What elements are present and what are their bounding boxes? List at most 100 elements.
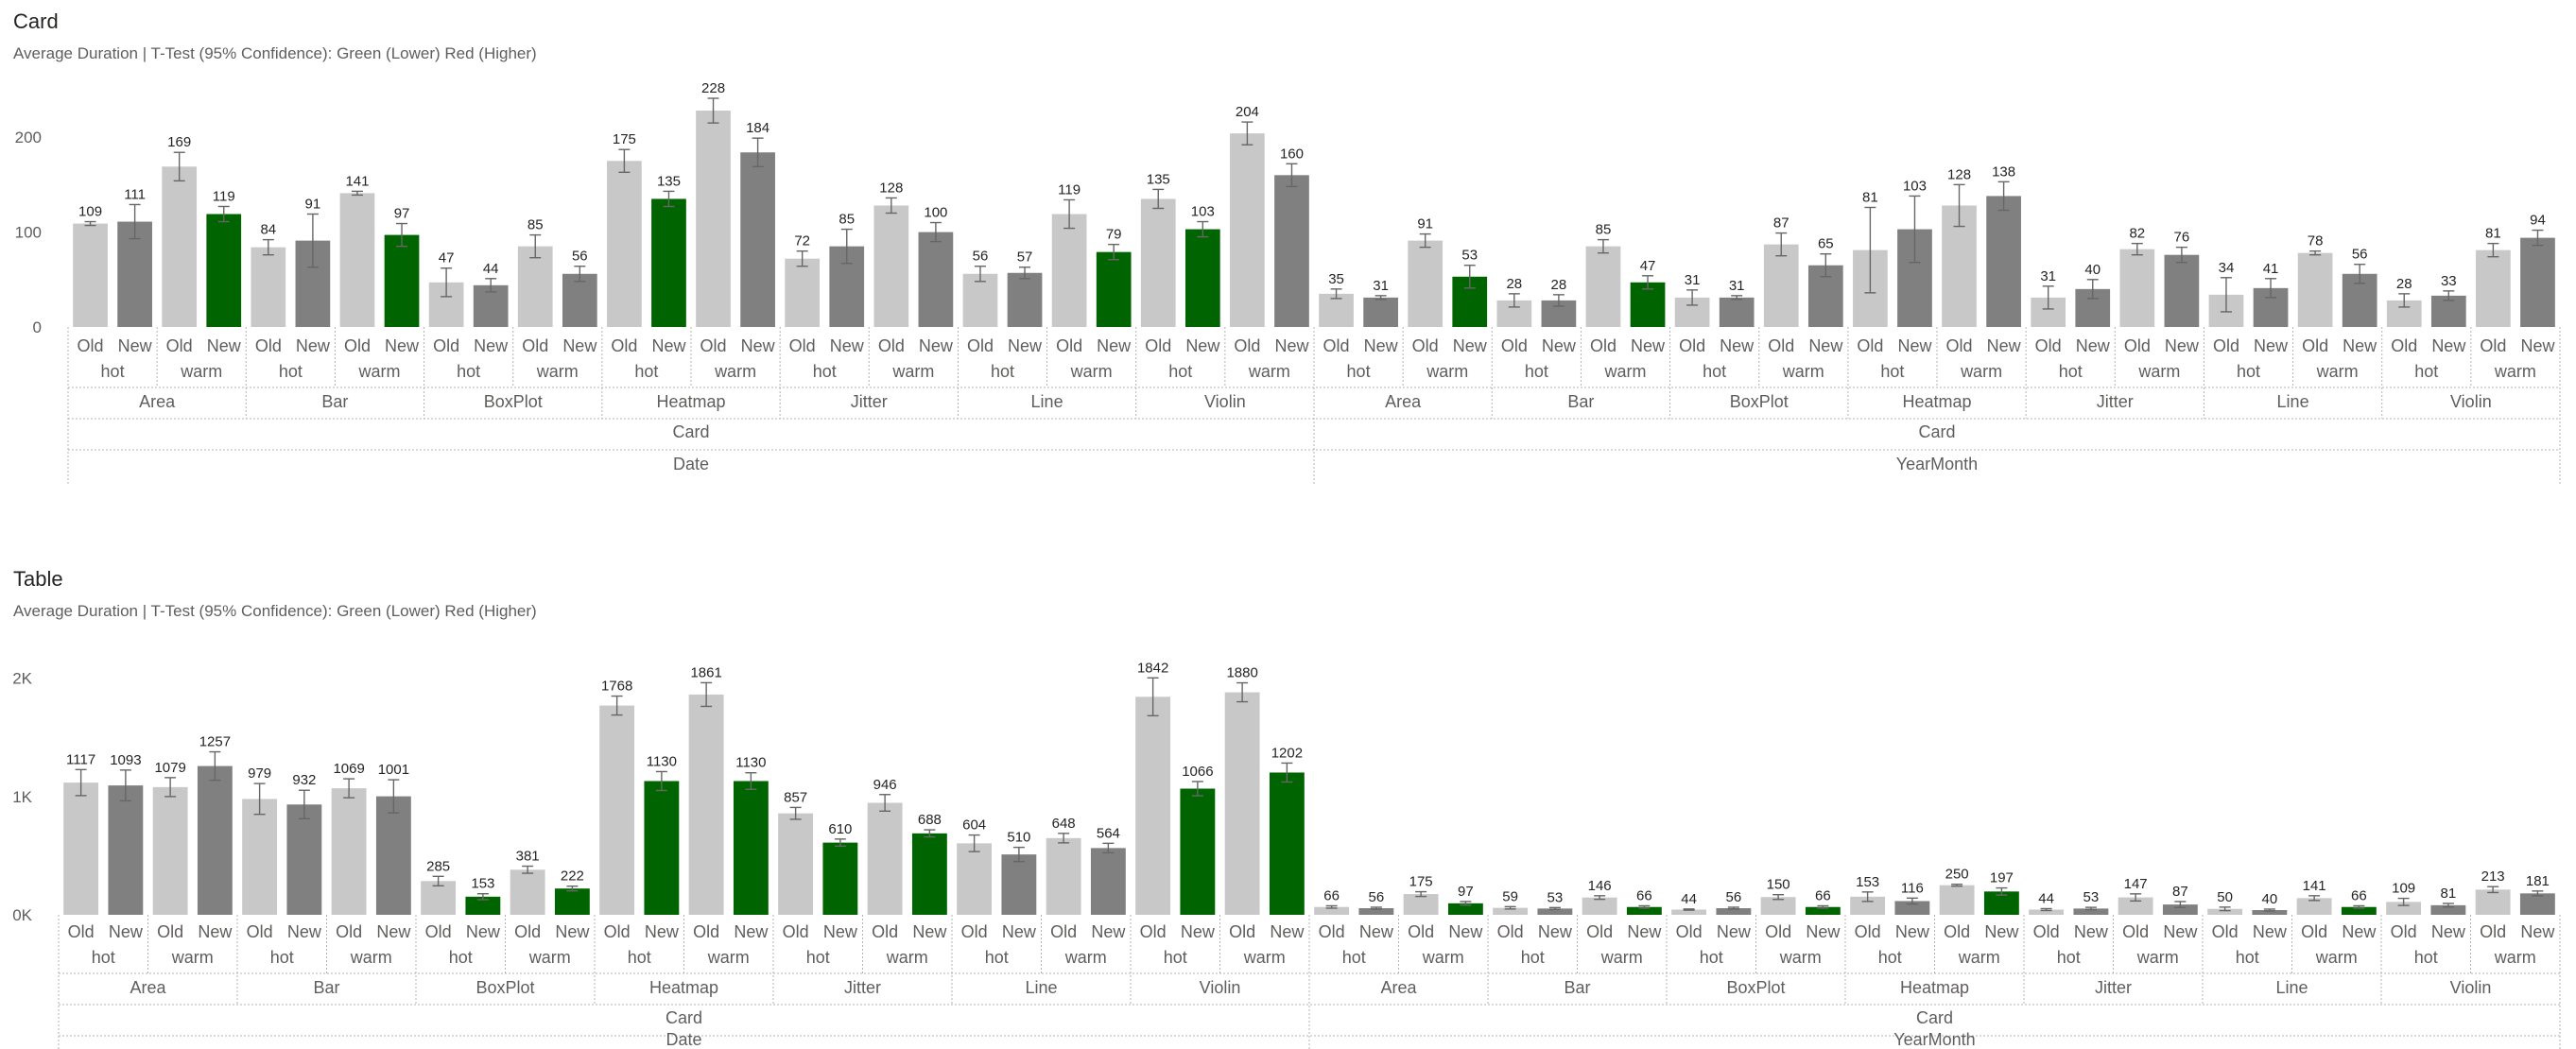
chart-type-label: Area <box>1380 978 1417 997</box>
group-label: Date <box>666 1030 701 1049</box>
pair-label: Old <box>1056 336 1082 355</box>
pair-label: Old <box>1944 922 1970 941</box>
bar <box>1763 244 1799 327</box>
data-label: 146 <box>1588 878 1612 894</box>
data-label: 1842 <box>1137 660 1168 676</box>
pair-label: Old <box>2480 336 2506 355</box>
pair-label: Old <box>425 922 452 941</box>
pair-label: New <box>287 922 322 941</box>
temp-label: warm <box>891 362 934 381</box>
bar <box>1184 229 1220 327</box>
bar <box>1090 848 1126 915</box>
bar <box>962 273 998 327</box>
pair-label: Old <box>700 336 727 355</box>
pair-label: Old <box>1050 922 1077 941</box>
pair-label: New <box>1987 336 2022 355</box>
bar <box>2297 252 2333 327</box>
temp-label: hot <box>1525 362 1548 381</box>
group-label: YearMonth <box>1893 1030 1975 1049</box>
bar <box>2207 908 2243 915</box>
bar <box>331 788 367 915</box>
data-label: 56 <box>2352 247 2368 263</box>
data-label: 160 <box>1280 146 1304 162</box>
pair-label: Old <box>2480 922 2506 941</box>
bar <box>2341 906 2377 915</box>
bar <box>1671 909 1707 915</box>
data-label: 76 <box>2174 230 2190 246</box>
bar <box>2252 909 2288 915</box>
pair-label: Old <box>967 336 994 355</box>
pair-label: New <box>2342 922 2377 941</box>
bar <box>1939 885 1975 915</box>
pair-label: New <box>1542 336 1577 355</box>
bar <box>2520 237 2555 327</box>
bar <box>1986 196 2021 327</box>
data-label: 135 <box>1147 171 1170 187</box>
pair-label: New <box>1185 336 1220 355</box>
pair-label: New <box>1984 922 2019 941</box>
bar <box>510 869 545 915</box>
chart-type-label: Heatmap <box>1900 978 1969 997</box>
temp-label: warm <box>2494 948 2536 967</box>
chart-type-label: Area <box>1385 392 1422 411</box>
pair-label: Old <box>1501 336 1528 355</box>
data-label: 78 <box>2308 233 2324 249</box>
data-label: 103 <box>1191 204 1215 220</box>
temp-label: hot <box>457 362 480 381</box>
pair-label: New <box>2074 922 2109 941</box>
data-label: 141 <box>2303 878 2326 894</box>
pair-label: New <box>474 336 509 355</box>
y-tick-label: 1K <box>12 788 32 806</box>
chart-type-label: Jitter <box>844 978 881 997</box>
pair-label: New <box>734 922 769 941</box>
bar <box>1408 240 1444 327</box>
data-label: 53 <box>1547 889 1564 905</box>
data-label: 564 <box>1097 825 1120 841</box>
data-label: 66 <box>1636 887 1652 903</box>
pair-label: New <box>1627 922 1662 941</box>
temp-label: hot <box>1700 948 1723 967</box>
bar <box>562 273 597 327</box>
bar <box>1135 696 1171 915</box>
bar <box>1096 251 1132 327</box>
data-label: 84 <box>260 222 276 238</box>
chart-type-label: Line <box>1025 978 1057 997</box>
data-label: 31 <box>2040 268 2056 284</box>
data-label: 381 <box>516 849 540 865</box>
chart-type-label: BoxPlot <box>1726 978 1785 997</box>
pair-label: Old <box>1497 922 1524 941</box>
data-label: 47 <box>439 250 455 267</box>
bar <box>1537 908 1573 915</box>
data-label: 228 <box>701 80 725 96</box>
category-label: Card <box>1918 422 1955 441</box>
bar <box>1760 897 1796 915</box>
bar <box>918 232 954 327</box>
data-label: 1079 <box>154 760 185 776</box>
data-label: 81 <box>2441 886 2457 902</box>
pair-label: New <box>1008 336 1043 355</box>
data-label: 28 <box>2396 276 2412 292</box>
bar <box>2519 893 2555 915</box>
bar <box>2164 254 2200 327</box>
temp-label: warm <box>2316 362 2359 381</box>
data-label: 31 <box>1729 278 1745 294</box>
y-tick-label: 0K <box>12 906 32 924</box>
data-label: 85 <box>527 217 544 233</box>
data-label: 1093 <box>110 752 141 768</box>
bar <box>1719 297 1755 327</box>
category-label: Card <box>672 422 709 441</box>
pair-label: Old <box>2033 922 2060 941</box>
data-label: 87 <box>1773 215 1789 232</box>
table-chart-panel: Table Average Duration | T-Test (95% Con… <box>0 558 2576 1049</box>
temp-label: hot <box>279 362 303 381</box>
temp-label: hot <box>1164 948 1187 967</box>
bar <box>785 258 821 327</box>
pair-label: Old <box>2302 336 2328 355</box>
data-label: 222 <box>561 868 584 885</box>
pair-label: Old <box>2124 336 2151 355</box>
pair-label: New <box>555 922 590 941</box>
data-label: 135 <box>657 173 681 189</box>
pair-label: Old <box>2212 922 2239 941</box>
data-label: 56 <box>1726 889 1742 905</box>
bar <box>375 796 411 915</box>
